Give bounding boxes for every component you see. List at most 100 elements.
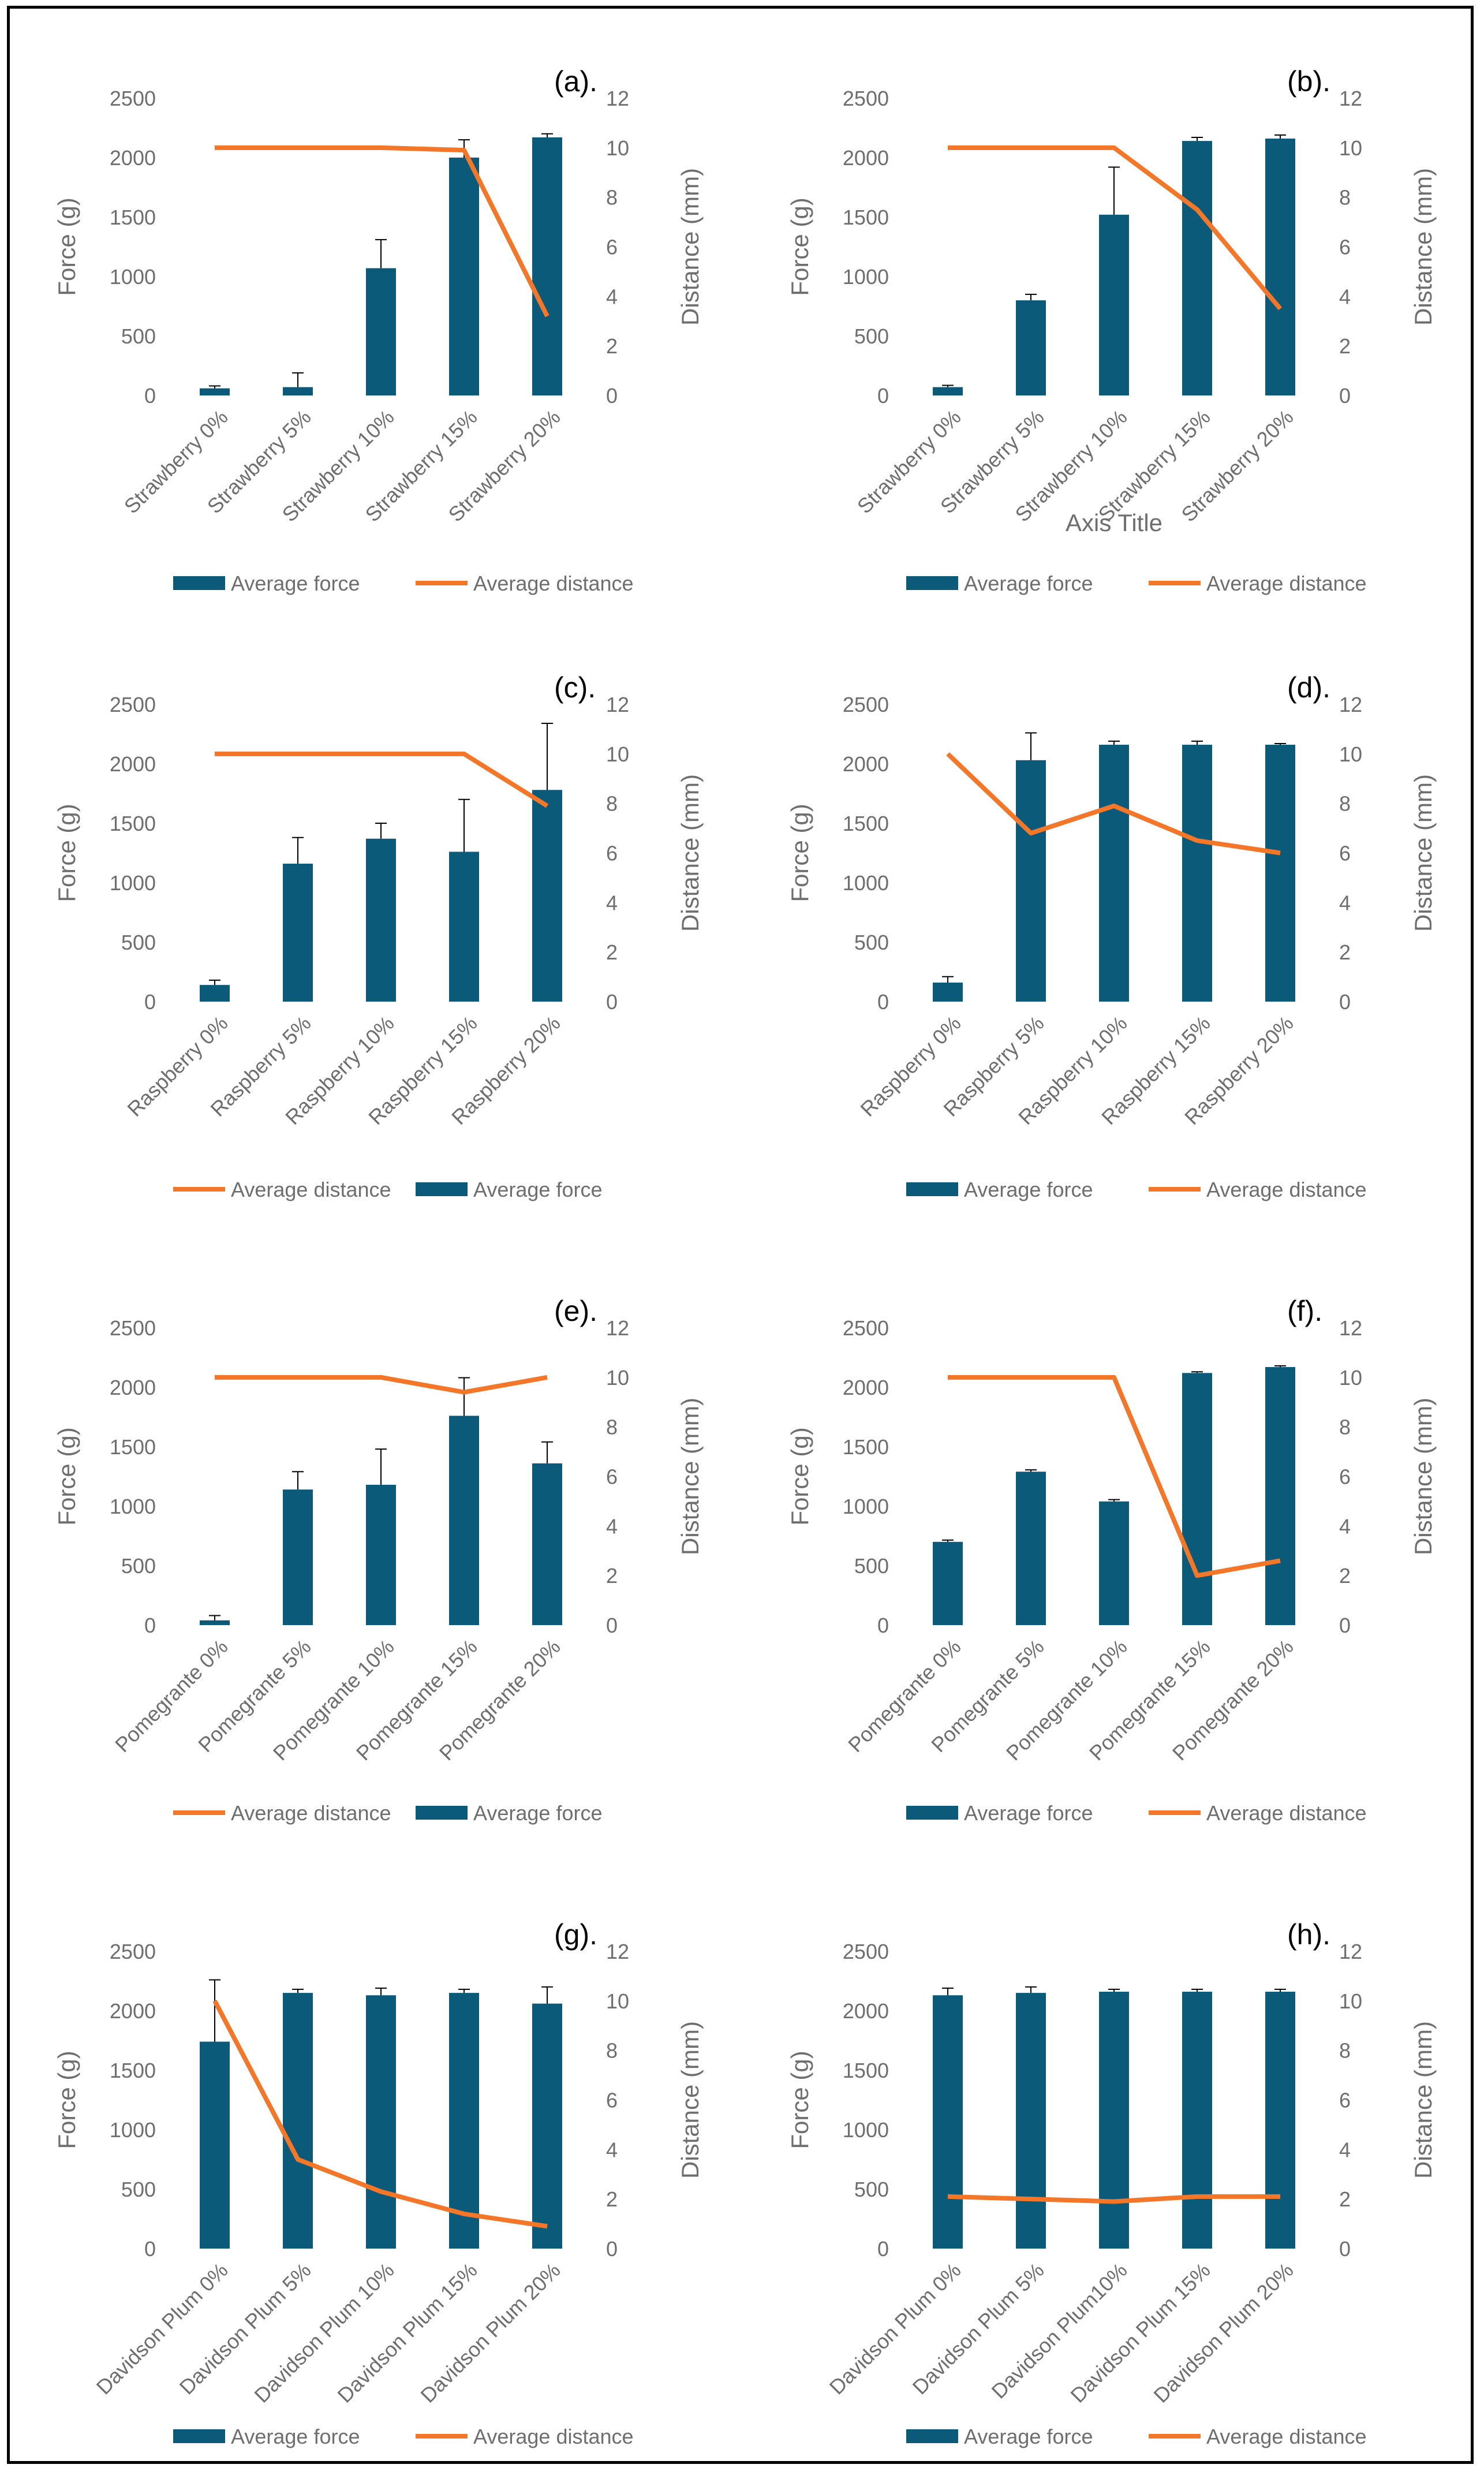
right-tick-label: 6 — [606, 1465, 618, 1489]
left-tick-label: 2500 — [110, 1940, 156, 1963]
panel-label: (g). — [554, 1918, 597, 1951]
left-tick-label: 500 — [121, 931, 156, 954]
left-tick-label: 0 — [877, 1614, 889, 1637]
right-axis-title: Distance (mm) — [676, 2021, 704, 2179]
left-axis-title: Force (g) — [786, 1427, 813, 1525]
legend-bar-swatch — [906, 1182, 958, 1196]
right-tick-label: 8 — [1339, 1416, 1351, 1439]
right-tick-label: 0 — [1339, 1614, 1351, 1637]
left-tick-label: 1000 — [110, 1495, 156, 1518]
chart-panel-5: (e). 0 500 1000 1500 2000 2500 0 2 4 6 8 10 12 Force (… — [53, 1295, 704, 1825]
left-axis-title: Force (g) — [53, 197, 80, 296]
force-bar — [200, 388, 230, 395]
chart-panel-3: (c). 0 500 1000 1500 2000 2500 0 2 4 6 8 10 12 Force (… — [53, 671, 704, 1201]
chart-panel-6: (f). 0 500 1000 1500 2000 2500 0 2 4 6 8 10 12 Force (… — [786, 1295, 1437, 1825]
category-label: Davidson Plum 20% — [416, 2258, 565, 2407]
distance-line — [215, 145, 550, 318]
chart-panel-1: (a). 0 500 1000 1500 2000 2500 0 2 4 6 8 10 12 Force (… — [53, 65, 704, 595]
left-tick-label: 2500 — [843, 87, 889, 110]
right-tick-label: 10 — [606, 742, 629, 766]
force-bar — [283, 387, 313, 395]
legend-label: Average force — [964, 1178, 1093, 1201]
left-axis-title: Force (g) — [53, 804, 80, 902]
distance-line — [212, 1999, 548, 2229]
right-tick-label: 2 — [1339, 2187, 1351, 2211]
right-tick-label: 0 — [606, 2237, 618, 2261]
left-tick-label: 1000 — [110, 2118, 156, 2142]
legend-label: Average force — [473, 1178, 602, 1201]
left-tick-label: 1000 — [110, 265, 156, 289]
right-tick-label: 2 — [1339, 1564, 1351, 1588]
force-bar — [1016, 1993, 1046, 2249]
force-bar — [1099, 214, 1129, 395]
right-tick-label: 2 — [1339, 940, 1351, 964]
category-label: Davidson Plum 20% — [1149, 2258, 1298, 2407]
legend-label: Average force — [964, 2425, 1093, 2448]
legend-label: Average distance — [1206, 2425, 1367, 2448]
left-tick-label: 0 — [877, 384, 889, 408]
right-tick-label: 8 — [1339, 186, 1351, 210]
force-bar — [532, 2003, 562, 2249]
force-bar — [933, 387, 963, 395]
right-tick-label: 2 — [1339, 334, 1351, 358]
left-axis-title: Force (g) — [786, 2051, 813, 2149]
left-tick-label: 2000 — [110, 146, 156, 170]
category-label: Davidson Plum 15% — [332, 2258, 481, 2407]
force-bar — [1265, 1366, 1295, 1625]
right-axis-title: Distance (mm) — [1410, 2021, 1437, 2179]
right-tick-label: 10 — [1339, 136, 1362, 160]
distance-line — [948, 1375, 1281, 1578]
force-bar — [532, 790, 562, 1002]
right-tick-label: 6 — [1339, 842, 1351, 865]
legend-bar-swatch — [173, 576, 225, 590]
legend-label: Average distance — [473, 572, 634, 595]
panel-label: (f). — [1287, 1295, 1322, 1327]
left-tick-label: 2000 — [843, 146, 889, 170]
right-tick-label: 2 — [606, 940, 618, 964]
left-tick-label: 0 — [144, 990, 156, 1014]
right-tick-label: 12 — [1339, 87, 1362, 110]
right-tick-label: 12 — [606, 1940, 629, 1963]
force-bar — [933, 1541, 963, 1625]
right-tick-label: 6 — [1339, 1465, 1351, 1489]
force-bar — [366, 838, 396, 1002]
legend-bar-swatch — [173, 2429, 225, 2443]
force-bar — [1265, 139, 1295, 396]
left-tick-label: 1000 — [843, 2118, 889, 2142]
force-bar — [449, 1993, 479, 2249]
force-bar — [1182, 1373, 1212, 1625]
legend-label: Average force — [231, 2425, 360, 2448]
right-tick-label: 12 — [1339, 693, 1362, 716]
left-tick-label: 2500 — [110, 1316, 156, 1340]
force-bar — [200, 1620, 230, 1625]
right-tick-label: 8 — [1339, 2039, 1351, 2063]
legend-label: Average distance — [1206, 1178, 1367, 1201]
left-tick-label: 1000 — [843, 871, 889, 895]
left-tick-label: 2000 — [843, 1999, 889, 2023]
right-tick-label: 8 — [606, 2039, 618, 2063]
figure-frame — [7, 6, 1474, 2464]
left-tick-label: 2000 — [843, 752, 889, 776]
legend-label: Average force — [964, 572, 1093, 595]
left-tick-label: 2500 — [110, 693, 156, 716]
right-tick-label: 10 — [606, 1366, 629, 1390]
right-tick-label: 10 — [1339, 1989, 1362, 2013]
right-tick-label: 2 — [606, 334, 618, 358]
force-bar — [1182, 1992, 1212, 2249]
x-axis-title: Axis Title — [1066, 509, 1162, 536]
force-bar — [283, 1993, 313, 2249]
force-bar — [200, 2041, 230, 2249]
force-bar — [449, 158, 479, 395]
left-tick-label: 2000 — [110, 752, 156, 776]
category-label: Davidson Plum10% — [987, 2258, 1132, 2403]
legend-label: Average distance — [231, 1801, 391, 1825]
left-tick-label: 500 — [854, 931, 889, 954]
left-tick-label: 0 — [144, 1614, 156, 1637]
left-tick-label: 2500 — [843, 693, 889, 716]
left-tick-label: 2000 — [843, 1376, 889, 1399]
right-tick-label: 6 — [1339, 236, 1351, 259]
left-tick-label: 1500 — [110, 812, 156, 835]
right-tick-label: 12 — [1339, 1316, 1362, 1340]
force-bar — [366, 1995, 396, 2249]
left-axis-title: Force (g) — [786, 197, 813, 296]
